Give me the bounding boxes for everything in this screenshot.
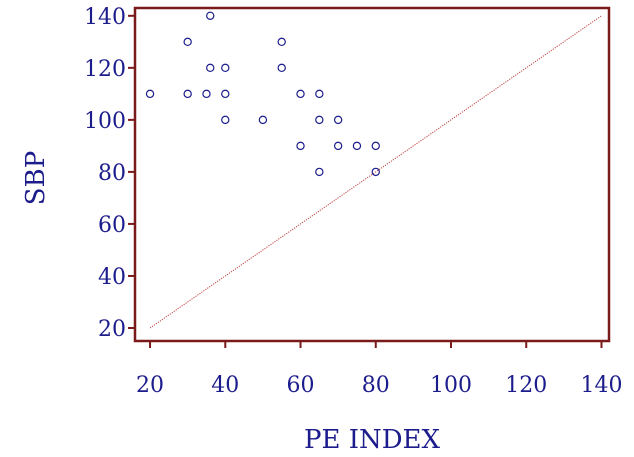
x-tick-label: 40 <box>211 373 239 398</box>
data-point <box>371 141 380 151</box>
data-point <box>206 63 215 73</box>
data-point <box>333 115 343 125</box>
data-point <box>221 115 230 125</box>
plot-frame <box>133 6 611 343</box>
x-tick-label: 100 <box>430 373 472 398</box>
data-point <box>315 167 324 177</box>
data-point <box>202 89 211 99</box>
y-tick-label: 120 <box>84 57 126 82</box>
data-point <box>352 141 362 151</box>
y-tick-label: 40 <box>98 265 126 290</box>
y-axis-title: SBP <box>21 151 51 205</box>
x-tick-label: 140 <box>580 373 622 398</box>
x-tick-label: 120 <box>505 373 547 398</box>
y-tick-label: 100 <box>84 109 126 134</box>
reference-line <box>149 15 602 329</box>
data-point <box>277 37 286 47</box>
data-point <box>183 37 192 47</box>
data-point <box>221 63 230 73</box>
data-point <box>258 115 268 125</box>
y-tick-label: 20 <box>98 317 126 342</box>
data-point <box>206 11 215 21</box>
data-point <box>145 89 155 99</box>
data-point <box>221 89 230 99</box>
data-point <box>277 63 286 73</box>
data-point <box>371 167 380 177</box>
y-tick-label: 80 <box>98 161 126 186</box>
data-point <box>183 89 192 99</box>
data-point <box>333 141 343 151</box>
x-tick-label: 80 <box>362 373 390 398</box>
data-point <box>296 89 305 99</box>
y-tick-label: 140 <box>84 5 126 30</box>
data-point <box>315 115 324 125</box>
x-tick-label: 20 <box>136 373 164 398</box>
x-axis-title: PE INDEX <box>304 425 441 455</box>
y-tick-label: 60 <box>98 213 126 238</box>
data-point <box>296 141 305 151</box>
x-tick-label: 60 <box>287 373 315 398</box>
data-point <box>315 89 324 99</box>
